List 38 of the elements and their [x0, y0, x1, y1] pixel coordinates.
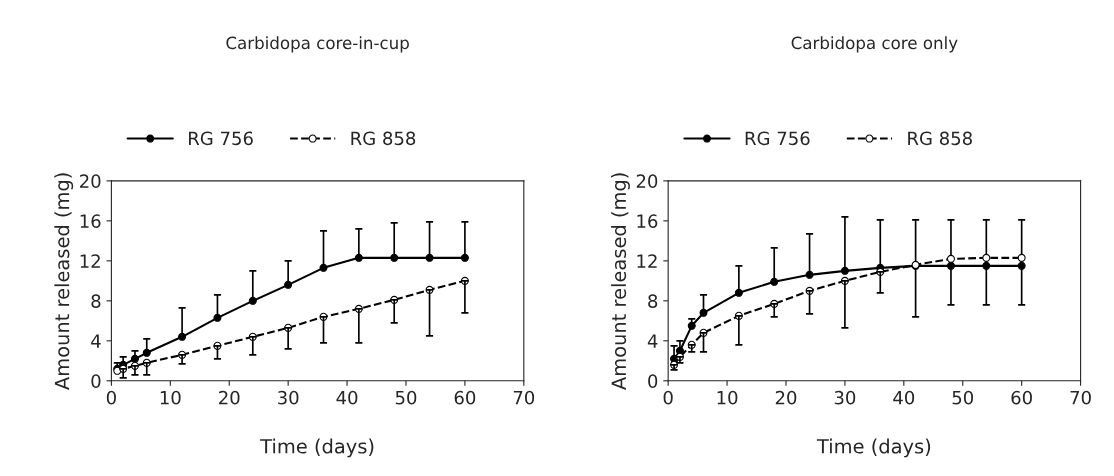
- x-tick-label: 0: [663, 390, 673, 405]
- y-tick-label: 20: [80, 174, 101, 188]
- y-axis-title: Amount released (mg): [54, 173, 74, 390]
- x-tick-label: 70: [1070, 390, 1091, 405]
- chart-title: Carbidopa core-in-cup: [226, 36, 409, 53]
- y-tick-label: 20: [636, 174, 658, 188]
- x-tick-label: 30: [278, 390, 299, 405]
- y-axis-title: Amount released (mg): [611, 173, 630, 390]
- y-tick-label: 12: [637, 254, 657, 268]
- legend-label: RG 858: [908, 131, 972, 146]
- legend-label: RG 756: [189, 131, 253, 146]
- legend-label: RG 756: [745, 131, 810, 146]
- x-axis-title: Time (days): [816, 438, 931, 458]
- x-tick-label: 50: [952, 390, 974, 405]
- y-tick-label: 4: [647, 334, 658, 348]
- x-tick-label: 10: [160, 390, 181, 405]
- legend-label: RG 858: [351, 131, 416, 146]
- x-tick-label: 70: [513, 390, 535, 405]
- chart-title: Carbidopa core only: [791, 36, 958, 53]
- x-tick-label: 20: [219, 390, 240, 405]
- y-tick-label: 16: [637, 214, 658, 228]
- x-tick-label: 40: [893, 390, 915, 405]
- x-tick-label: 30: [834, 390, 856, 405]
- y-tick-label: 0: [648, 374, 658, 388]
- x-tick-label: 50: [395, 390, 417, 405]
- x-tick-label: 60: [454, 390, 476, 405]
- y-tick-label: 8: [91, 294, 101, 308]
- x-axis-title: Time (days): [260, 438, 374, 458]
- y-tick-label: 12: [80, 254, 100, 268]
- x-tick-label: 40: [336, 390, 358, 405]
- x-tick-label: 60: [1011, 390, 1032, 405]
- y-tick-label: 8: [648, 294, 658, 308]
- x-tick-label: 0: [106, 390, 116, 405]
- x-tick-label: 20: [775, 390, 797, 405]
- y-tick-label: 0: [91, 374, 101, 388]
- x-tick-label: 10: [717, 390, 738, 405]
- y-tick-label: 16: [80, 214, 101, 228]
- y-tick-label: 4: [91, 334, 101, 348]
